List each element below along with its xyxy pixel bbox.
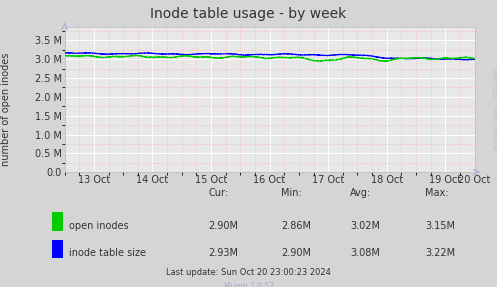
Text: 2.90M: 2.90M — [281, 248, 311, 258]
Text: Avg:: Avg: — [350, 188, 372, 198]
Text: Max:: Max: — [425, 188, 448, 198]
Text: open inodes: open inodes — [69, 221, 128, 231]
Text: 2.90M: 2.90M — [209, 221, 239, 231]
Text: 3.22M: 3.22M — [425, 248, 455, 258]
Text: 2.93M: 2.93M — [209, 248, 239, 258]
Text: 3.02M: 3.02M — [350, 221, 380, 231]
Text: Min:: Min: — [281, 188, 302, 198]
Text: 3.15M: 3.15M — [425, 221, 455, 231]
Text: inode table size: inode table size — [69, 248, 146, 258]
Text: Inode table usage - by week: Inode table usage - by week — [151, 7, 346, 21]
Text: Last update: Sun Oct 20 23:00:23 2024: Last update: Sun Oct 20 23:00:23 2024 — [166, 268, 331, 277]
Text: 2.86M: 2.86M — [281, 221, 311, 231]
Text: 3.08M: 3.08M — [350, 248, 380, 258]
Text: Munin 2.0.57: Munin 2.0.57 — [224, 282, 273, 287]
Text: number of open inodes: number of open inodes — [1, 52, 11, 166]
Text: Cur:: Cur: — [209, 188, 229, 198]
Text: RRDTOOL / TOBI OETIKER: RRDTOOL / TOBI OETIKER — [491, 69, 496, 150]
